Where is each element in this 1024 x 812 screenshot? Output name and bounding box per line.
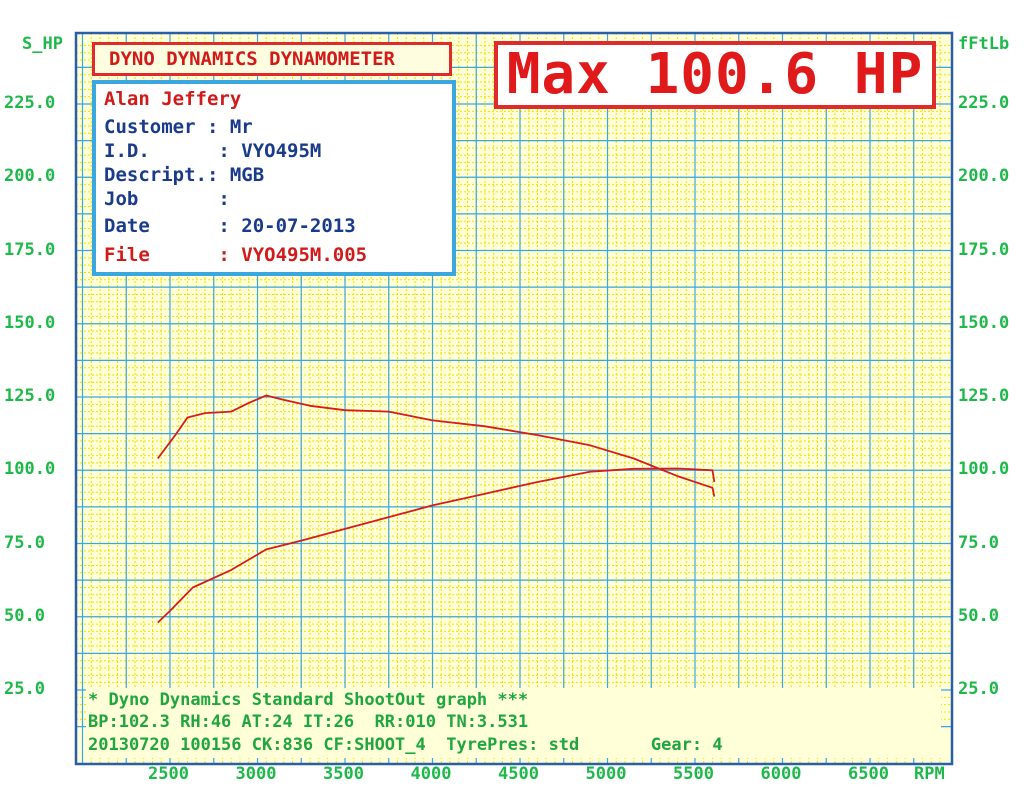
x-tick: 4500	[498, 764, 539, 784]
x-axis-unit: RPM	[914, 764, 945, 784]
series-layer	[157, 394, 716, 624]
max-hp-readout: Max 100.6 HP	[494, 41, 936, 109]
footer-line-3: 20130720 100156 CK:836 CF:SHOOT_4 TyrePr…	[88, 735, 723, 755]
x-tick: 4000	[410, 764, 452, 784]
plot-border	[74, 31, 954, 766]
footer-line-1: * Dyno Dynamics Standard ShootOut graph …	[88, 690, 529, 710]
y-tick-right: 150.0	[958, 312, 1010, 333]
y-tick-right: 50.0	[958, 605, 999, 626]
x-tick: 6000	[760, 764, 802, 784]
y-tick-left: 175.0	[4, 239, 56, 260]
customer-line: Customer : Mr	[104, 116, 253, 138]
y-tick-right: 75.0	[958, 532, 999, 553]
y-tick-right: 225.0	[958, 93, 1010, 113]
y-tick-right: 100.0	[958, 459, 1010, 480]
dyno-title-panel: DYNO DYNAMICS DYNAMOMETER	[92, 42, 452, 76]
x-tick: 5500	[673, 764, 714, 784]
x-tick: 3000	[235, 764, 277, 784]
x-tick: 2500	[148, 764, 189, 784]
x-tick: 6500	[848, 764, 889, 784]
y-tick-right: 25.0	[958, 679, 999, 699]
date-line: Date : 20-07-2013	[104, 215, 356, 237]
y-tick-left: 150.0	[4, 312, 56, 333]
file-line: File : VYO495M.005	[104, 244, 368, 266]
id-line: I.D. : VYO495M	[104, 140, 322, 162]
y-tick-left: 75.0	[4, 532, 45, 553]
footer-line-2: BP:102.3 RH:46 AT:24 IT:26 RR:010 TN:3.5…	[88, 712, 529, 732]
x-tick: 5000	[585, 764, 627, 784]
y-tick-right: 200.0	[958, 166, 1010, 187]
y-tick-left: 200.0	[4, 166, 56, 187]
job-line: Job :	[104, 188, 230, 210]
y-tick-left: 125.0	[4, 386, 56, 406]
x-tick: 3500	[323, 764, 364, 784]
left-axis-unit: S_HP	[22, 34, 63, 54]
torque-curve	[157, 394, 716, 497]
y-tick-left: 100.0	[4, 459, 56, 480]
operator-name: Alan Jeffery	[104, 88, 242, 110]
run-info-footer: * Dyno Dynamics Standard ShootOut graph …	[86, 688, 941, 758]
y-tick-left: 25.0	[4, 679, 45, 699]
description-line: Descript.: MGB	[104, 164, 265, 186]
customer-info-box: Alan Jeffery Customer : Mr I.D. : VYO495…	[92, 80, 456, 276]
right-axis-unit: fFtLb	[958, 34, 1010, 54]
y-tick-right: 175.0	[958, 239, 1010, 260]
power-curve	[157, 467, 716, 624]
y-tick-right: 125.0	[958, 386, 1010, 406]
y-tick-left: 225.0	[4, 93, 56, 113]
y-tick-left: 50.0	[4, 605, 45, 626]
